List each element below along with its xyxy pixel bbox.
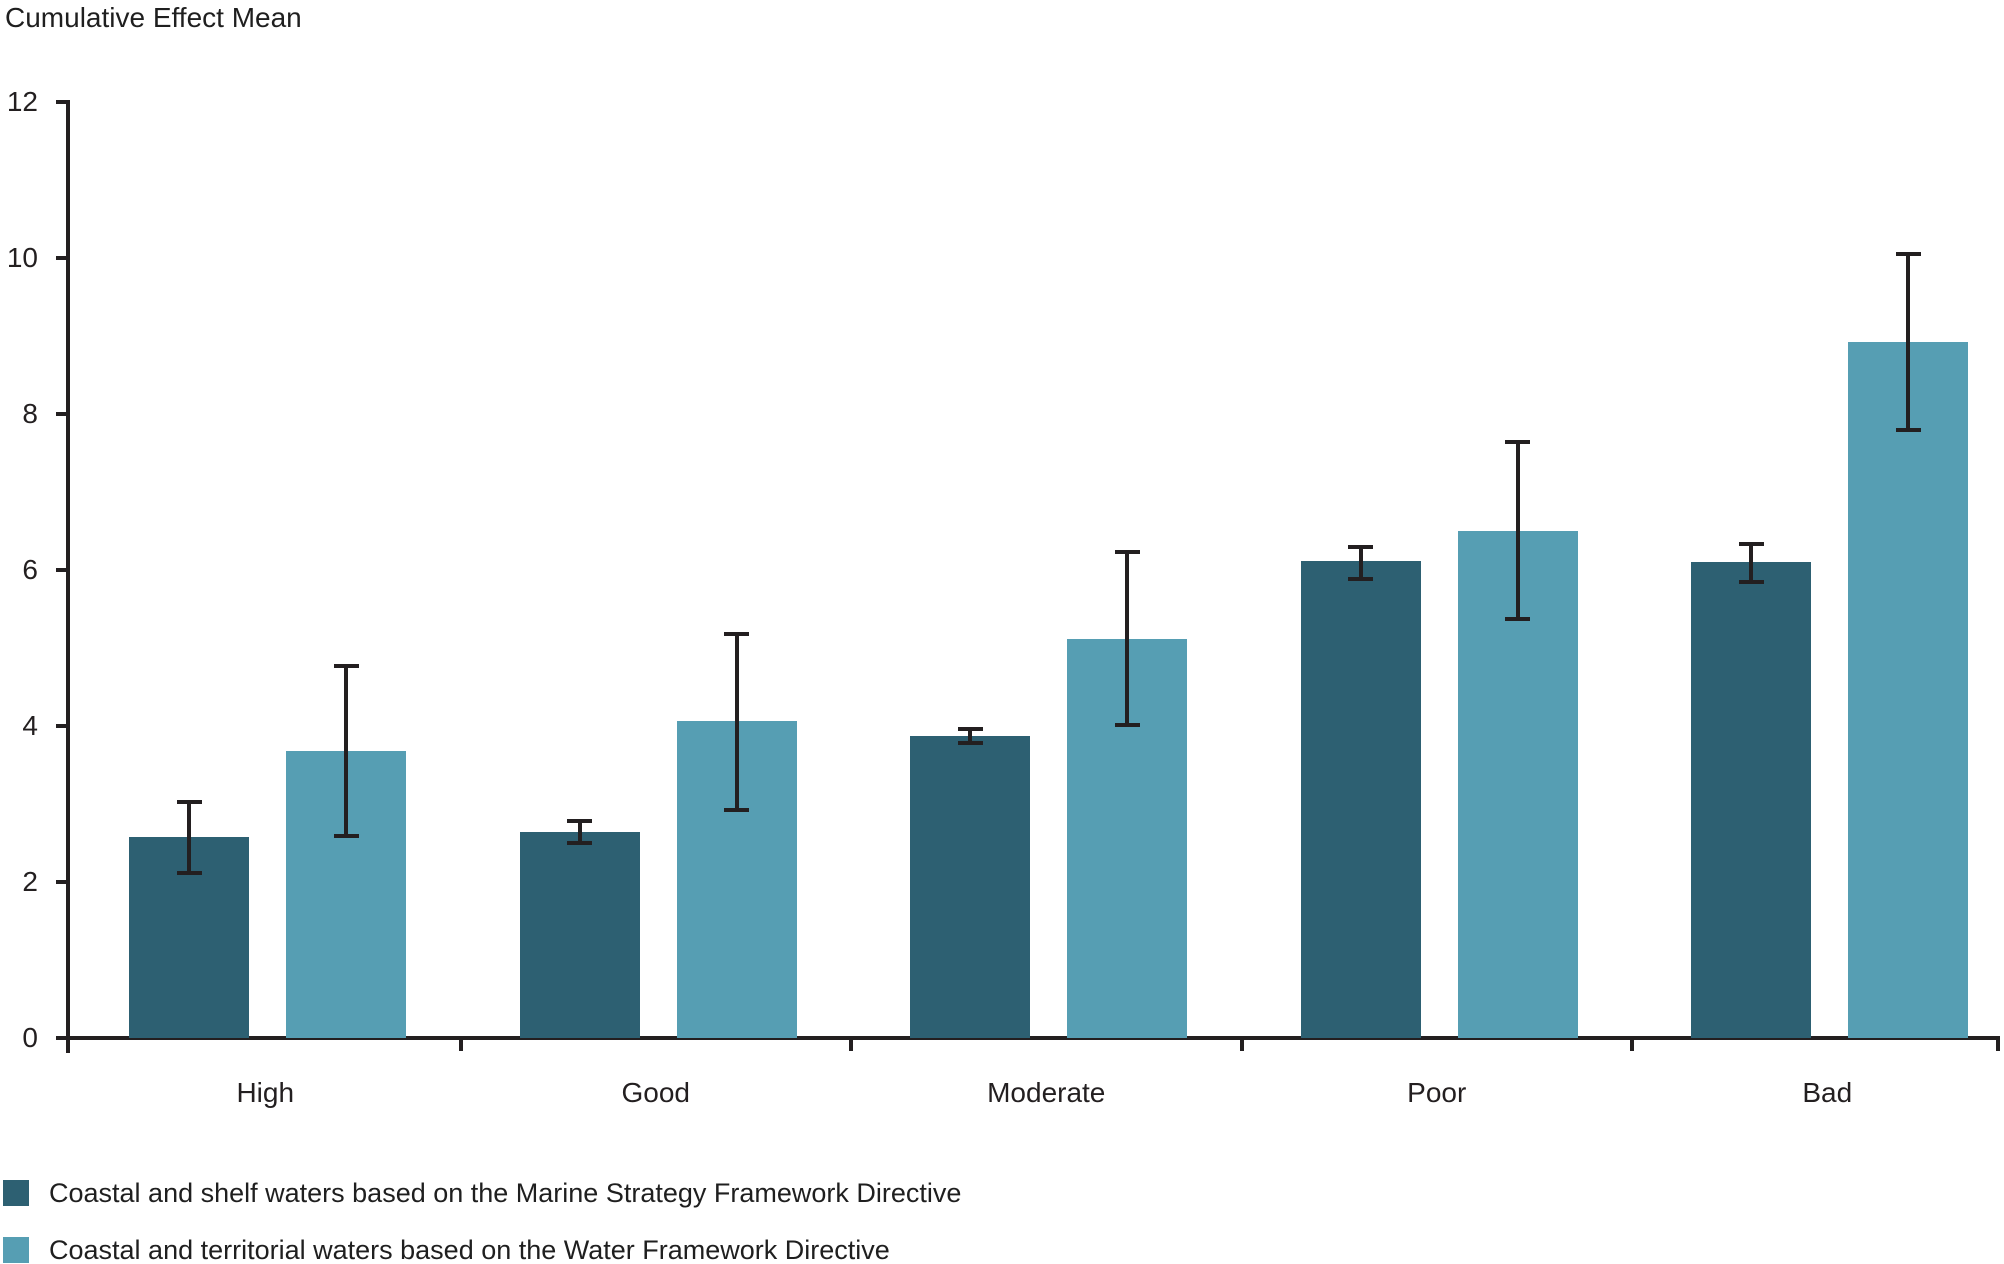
x-axis-end-tick bbox=[1996, 1038, 2000, 1051]
chart-title: Cumulative Effect Mean bbox=[5, 2, 302, 33]
errorbar-cap-bottom-wfd-poor bbox=[1505, 617, 1530, 622]
errorbar-stem-wfd-good bbox=[734, 633, 739, 811]
errorbar-cap-bottom-msfd-moderate bbox=[957, 741, 983, 746]
errorbar-cap-bottom-msfd-high bbox=[176, 870, 202, 875]
y-tick-8 bbox=[56, 412, 70, 416]
y-tick-4 bbox=[56, 724, 70, 728]
errorbar-cap-top-msfd-poor bbox=[1348, 544, 1373, 549]
errorbar-stem-wfd-moderate bbox=[1125, 552, 1129, 726]
errorbar-cap-top-msfd-high bbox=[176, 799, 202, 804]
errorbar-cap-bottom-wfd-good bbox=[724, 808, 749, 813]
x-tick-3 bbox=[1239, 1038, 1244, 1051]
errorbar-stem-msfd-poor bbox=[1358, 546, 1363, 579]
x-tick-2 bbox=[849, 1038, 853, 1051]
y-tick-label-0: 0 bbox=[22, 1022, 38, 1053]
errorbar-stem-wfd-bad bbox=[1906, 254, 1910, 431]
bar-wfd-bad bbox=[1848, 342, 1968, 1038]
y-tick-label-6: 6 bbox=[22, 554, 38, 585]
x-tick-1 bbox=[458, 1038, 463, 1051]
y-tick-label-2: 2 bbox=[22, 866, 38, 897]
errorbar-stem-msfd-bad bbox=[1749, 544, 1753, 582]
x-label-bad: Bad bbox=[1802, 1077, 1853, 1108]
x-axis-line bbox=[70, 1036, 2000, 1040]
bar-msfd-good bbox=[519, 832, 640, 1038]
x-label-poor: Poor bbox=[1407, 1077, 1467, 1108]
errorbar-cap-top-msfd-good bbox=[567, 819, 592, 824]
bar-msfd-poor bbox=[1300, 561, 1421, 1038]
y-tick-label-4: 4 bbox=[22, 710, 38, 741]
errorbar-cap-bottom-msfd-good bbox=[567, 841, 592, 845]
errorbar-cap-top-wfd-good bbox=[724, 631, 749, 636]
y-axis-line bbox=[66, 100, 70, 1053]
y-tick-6 bbox=[56, 568, 70, 572]
x-label-moderate: Moderate bbox=[987, 1077, 1106, 1108]
y-tick-label-8: 8 bbox=[22, 398, 38, 429]
x-label-high: High bbox=[236, 1077, 295, 1108]
errorbar-cap-top-wfd-poor bbox=[1505, 440, 1530, 445]
errorbar-cap-top-msfd-moderate bbox=[957, 727, 983, 732]
errorbar-cap-bottom-wfd-moderate bbox=[1114, 723, 1140, 728]
bar-msfd-moderate bbox=[910, 736, 1030, 1038]
errorbar-cap-top-wfd-bad bbox=[1895, 252, 1921, 257]
y-tick-label-12: 12 bbox=[6, 86, 38, 117]
errorbar-cap-bottom-msfd-bad bbox=[1738, 579, 1764, 584]
errorbar-cap-top-wfd-high bbox=[333, 663, 359, 668]
x-label-good: Good bbox=[621, 1077, 691, 1108]
errorbar-stem-wfd-poor bbox=[1515, 442, 1520, 620]
errorbar-cap-top-wfd-moderate bbox=[1114, 550, 1140, 555]
errorbar-cap-bottom-wfd-high bbox=[333, 833, 359, 838]
y-tick-0 bbox=[56, 1036, 70, 1040]
errorbar-cap-bottom-msfd-poor bbox=[1348, 576, 1373, 581]
errorbar-stem-msfd-good bbox=[577, 821, 582, 843]
y-tick-label-10: 10 bbox=[6, 242, 38, 273]
errorbar-cap-bottom-wfd-bad bbox=[1895, 428, 1921, 433]
y-tick-12 bbox=[56, 100, 70, 104]
y-tick-2 bbox=[56, 880, 70, 884]
errorbar-stem-msfd-high bbox=[187, 801, 191, 873]
errorbar-stem-wfd-high bbox=[344, 665, 348, 836]
bar-msfd-bad bbox=[1691, 562, 1811, 1038]
errorbar-stem-msfd-moderate bbox=[968, 729, 972, 744]
y-tick-10 bbox=[56, 256, 70, 260]
errorbar-cap-top-msfd-bad bbox=[1738, 542, 1764, 547]
x-tick-4 bbox=[1630, 1038, 1634, 1051]
